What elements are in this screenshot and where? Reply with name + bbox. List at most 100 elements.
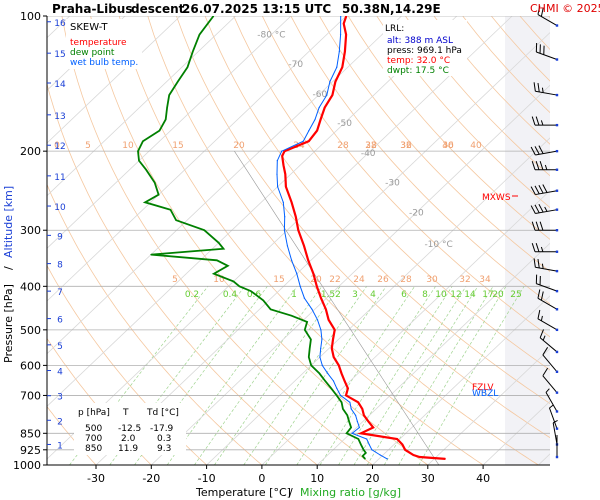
altitude-tick-label: 15 xyxy=(54,50,65,60)
series-point xyxy=(331,94,333,96)
isotherm-label: -70 xyxy=(288,60,303,70)
table-row-3-td: 9.3 xyxy=(157,444,171,454)
dry-adiabat-label: 5 xyxy=(172,275,178,285)
mixing-ratio-label: 0.2 xyxy=(185,290,199,300)
series-point xyxy=(346,432,348,434)
series-point xyxy=(169,209,172,211)
series-point xyxy=(319,356,321,358)
lrl-alt: alt: 388 m ASL xyxy=(387,36,453,46)
series-point xyxy=(165,118,167,121)
wind-barb-flag xyxy=(540,120,544,126)
isotherm xyxy=(427,348,550,465)
dry-adiabat-label: 15 xyxy=(172,141,183,151)
mixing-ratio-label: 1.5 xyxy=(321,290,335,300)
dry-adiabat-label: 10 xyxy=(213,275,225,285)
dry-adiabat-label: 32 xyxy=(365,141,376,151)
lrl-temp: temp: 32.0 °C xyxy=(387,56,450,66)
fzlv-label: FZLV xyxy=(472,383,494,393)
dry-adiabat xyxy=(548,16,550,19)
table-header-p: p [hPa] xyxy=(78,408,110,418)
header-datetime: 26.07.2025 13:15 UTC xyxy=(182,2,331,16)
series-point xyxy=(320,297,322,299)
legend-temperature: temperature xyxy=(70,38,127,48)
dry-adiabat-label: 15 xyxy=(273,275,284,285)
wind-barb xyxy=(539,329,559,354)
altitude-tick-label: 4 xyxy=(57,368,63,378)
series-point xyxy=(338,50,340,53)
series-point xyxy=(360,443,362,446)
wind-barb-station xyxy=(555,328,559,332)
series-point xyxy=(366,438,368,440)
dry-adiabat-label-top: 40 xyxy=(470,141,482,151)
series-point xyxy=(343,380,346,382)
series-point xyxy=(327,372,329,374)
wind-barb-flag xyxy=(534,185,540,195)
wind-barb xyxy=(530,145,559,156)
wind-barb-station xyxy=(555,208,559,211)
header-station: Praha-Libus xyxy=(52,2,132,16)
altitude-tick-label: 6 xyxy=(57,316,63,326)
series-point xyxy=(354,414,357,416)
dry-adiabat-label: 36 xyxy=(400,141,412,151)
series-point xyxy=(342,408,344,410)
series-point xyxy=(175,219,177,221)
isotherm-label: -40 xyxy=(361,149,376,159)
series-point xyxy=(350,426,352,429)
series-point xyxy=(334,81,337,83)
wind-barb xyxy=(535,274,559,293)
altitude-tick-label: 10 xyxy=(54,203,66,213)
series-point xyxy=(401,443,403,446)
table-header-t: T xyxy=(122,408,129,418)
series-point xyxy=(372,426,374,429)
wind-barb-flag xyxy=(530,205,536,214)
mixing-ratio-label: 4 xyxy=(370,290,376,300)
series-point xyxy=(158,130,161,132)
series-point xyxy=(232,280,235,282)
table-row-2-p: 700 xyxy=(85,434,102,444)
wind-barb xyxy=(537,309,559,332)
series-point xyxy=(308,356,310,358)
wind-barb-flag xyxy=(535,243,540,252)
series-point xyxy=(360,432,362,434)
lrl-press: press: 969.1 hPa xyxy=(387,46,462,56)
series-point xyxy=(297,229,299,231)
series-point xyxy=(396,438,398,440)
isotherm xyxy=(47,16,236,197)
wind-barb-flag xyxy=(535,221,540,231)
series-point xyxy=(310,364,312,366)
series-point xyxy=(356,420,358,423)
header-credit: CHMI © 2025 xyxy=(530,2,600,15)
series-point xyxy=(333,356,335,358)
series-point xyxy=(326,94,328,96)
wind-barb-flag xyxy=(542,184,548,193)
wind-barb-flag xyxy=(539,329,544,338)
mxws-label: MXWS xyxy=(482,193,511,203)
wind-barb-flag xyxy=(549,404,554,409)
x-axis-label-sep: / xyxy=(289,486,293,499)
x-axis-label: Temperature [°C] xyxy=(195,486,291,499)
isotherm-label: -10 °C xyxy=(424,240,452,250)
wind-barb-flag xyxy=(537,289,541,299)
series-point xyxy=(213,273,215,275)
series-point xyxy=(418,456,421,458)
series-point xyxy=(314,118,316,121)
series-point xyxy=(332,338,334,340)
table-row-1-t: -12.5 xyxy=(118,424,141,434)
series-point xyxy=(168,94,170,96)
wind-barb-flag xyxy=(538,184,544,194)
wind-barb-flag xyxy=(530,186,536,195)
dry-adiabat-label: 32 xyxy=(459,275,470,285)
wind-barb-flag xyxy=(537,259,540,269)
series-point xyxy=(154,182,156,184)
wind-barbs xyxy=(530,5,559,459)
wind-barb-flag xyxy=(545,388,550,393)
dry-adiabat-label: 10 xyxy=(122,141,134,151)
series-point xyxy=(166,107,168,109)
legend-wet-bulb: wet bulb temp. xyxy=(70,58,138,68)
wind-barb-flag xyxy=(535,161,540,170)
series-point xyxy=(218,242,220,244)
mixing-ratio-label: 6 xyxy=(401,290,407,300)
wind-barb-station xyxy=(555,123,559,127)
isotherm xyxy=(95,32,550,465)
